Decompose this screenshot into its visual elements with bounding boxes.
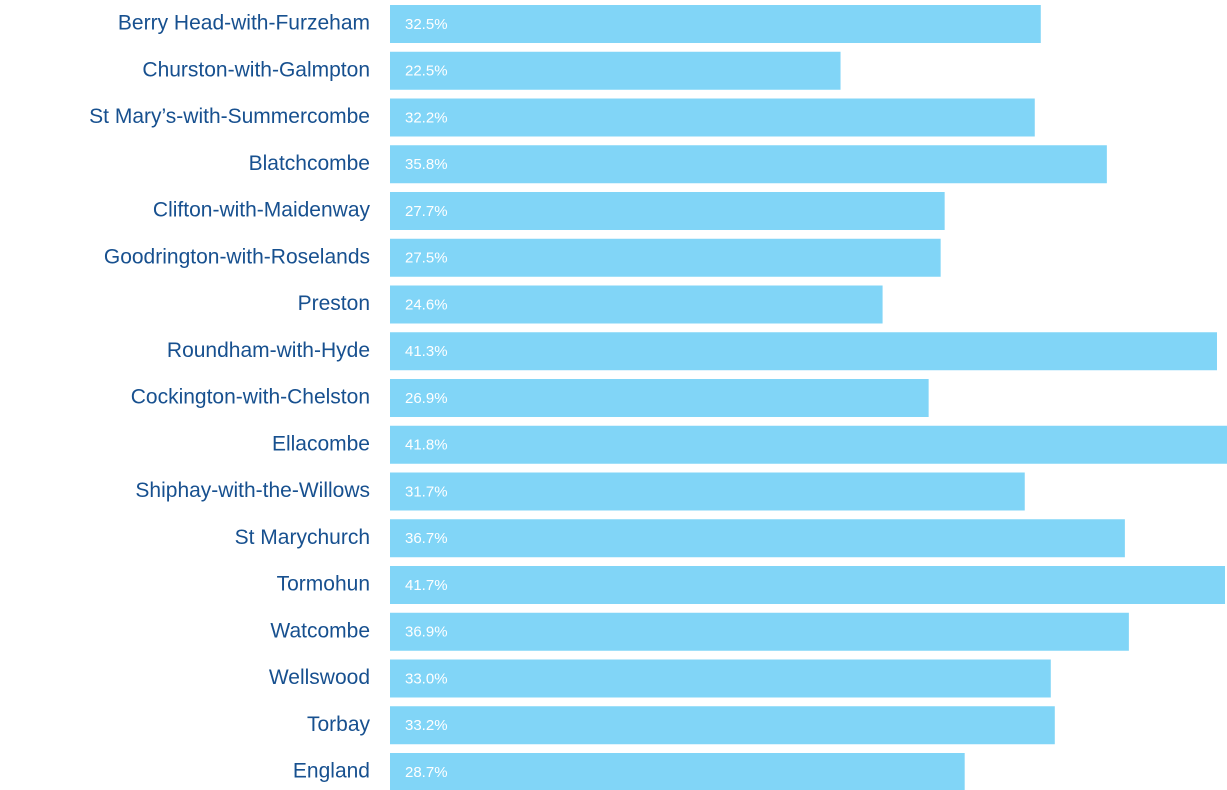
value-label: 32.5%	[405, 16, 448, 33]
bar	[390, 566, 1225, 604]
category-label: Torbay	[307, 713, 371, 736]
bar	[390, 98, 1035, 137]
value-label: 33.2%	[405, 717, 448, 734]
category-label: Berry Head-with-Furzeham	[118, 12, 370, 35]
value-label: 41.8%	[405, 437, 448, 454]
value-label: 36.7%	[405, 530, 448, 547]
category-label: Goodrington-with-Roselands	[104, 245, 370, 268]
bar	[390, 332, 1217, 371]
bar	[390, 612, 1129, 651]
value-label: 22.5%	[405, 63, 448, 80]
category-label: Clifton-with-Maidenway	[153, 199, 371, 222]
category-label: St Marychurch	[235, 526, 370, 549]
bar	[390, 51, 841, 90]
category-label: Watcombe	[270, 619, 370, 642]
bar	[390, 519, 1125, 558]
value-label: 36.9%	[405, 624, 448, 641]
bar	[390, 425, 1227, 464]
category-label: Roundham-with-Hyde	[167, 339, 370, 362]
value-label: 32.2%	[405, 109, 448, 126]
category-label: Tormohun	[277, 573, 370, 596]
bar	[390, 5, 1041, 43]
bar	[390, 659, 1051, 698]
value-label: 27.7%	[405, 203, 448, 220]
value-label: 33.0%	[405, 670, 448, 687]
category-label: Preston	[298, 292, 370, 315]
bar	[390, 753, 965, 790]
value-label: 27.5%	[405, 250, 448, 267]
value-label: 28.7%	[405, 764, 448, 781]
category-label: Blatchcombe	[249, 152, 370, 175]
category-label: England	[293, 760, 370, 783]
bar	[390, 472, 1025, 511]
bar	[390, 192, 945, 230]
category-label: St Mary’s-with-Summercombe	[89, 105, 370, 128]
value-label: 41.7%	[405, 577, 448, 594]
value-label: 41.3%	[405, 343, 448, 360]
bar	[390, 145, 1107, 184]
category-label: Ellacombe	[272, 432, 370, 455]
category-label: Wellswood	[269, 666, 370, 689]
bar	[390, 379, 929, 417]
value-label: 24.6%	[405, 296, 448, 313]
bar	[390, 285, 883, 324]
value-label: 35.8%	[405, 156, 448, 173]
value-label: 26.9%	[405, 390, 448, 407]
category-label: Shiphay-with-the-Willows	[135, 479, 370, 502]
category-label: Churston-with-Galmpton	[142, 58, 370, 81]
value-label: 31.7%	[405, 483, 448, 500]
bar	[390, 706, 1055, 745]
category-label: Cockington-with-Chelston	[131, 386, 370, 409]
bar	[390, 238, 941, 277]
